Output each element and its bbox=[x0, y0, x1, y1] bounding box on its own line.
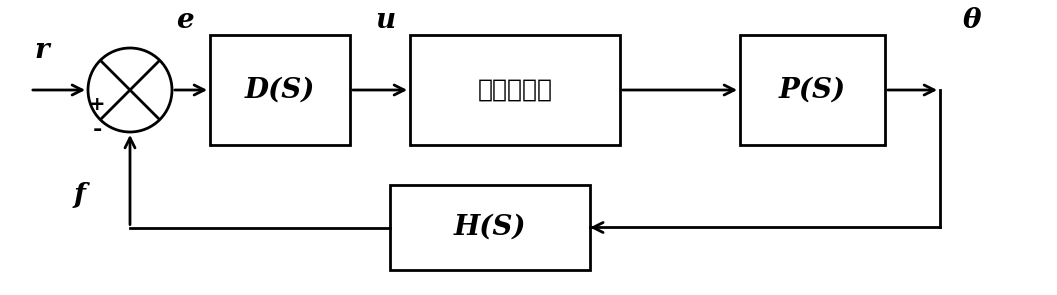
Text: D(S): D(S) bbox=[245, 76, 315, 104]
Text: H(S): H(S) bbox=[453, 214, 526, 241]
Text: +: + bbox=[89, 96, 106, 114]
Text: u: u bbox=[375, 6, 395, 34]
Text: 电机驱动器: 电机驱动器 bbox=[478, 78, 553, 102]
Bar bbox=[210, 35, 350, 145]
Text: P(S): P(S) bbox=[779, 76, 846, 104]
Text: f: f bbox=[74, 181, 86, 209]
Bar bbox=[740, 35, 885, 145]
Bar bbox=[390, 185, 590, 270]
Text: e: e bbox=[177, 6, 193, 34]
Bar bbox=[410, 35, 620, 145]
Text: r: r bbox=[35, 37, 50, 63]
Text: θ: θ bbox=[963, 6, 981, 34]
Text: -: - bbox=[92, 120, 101, 140]
